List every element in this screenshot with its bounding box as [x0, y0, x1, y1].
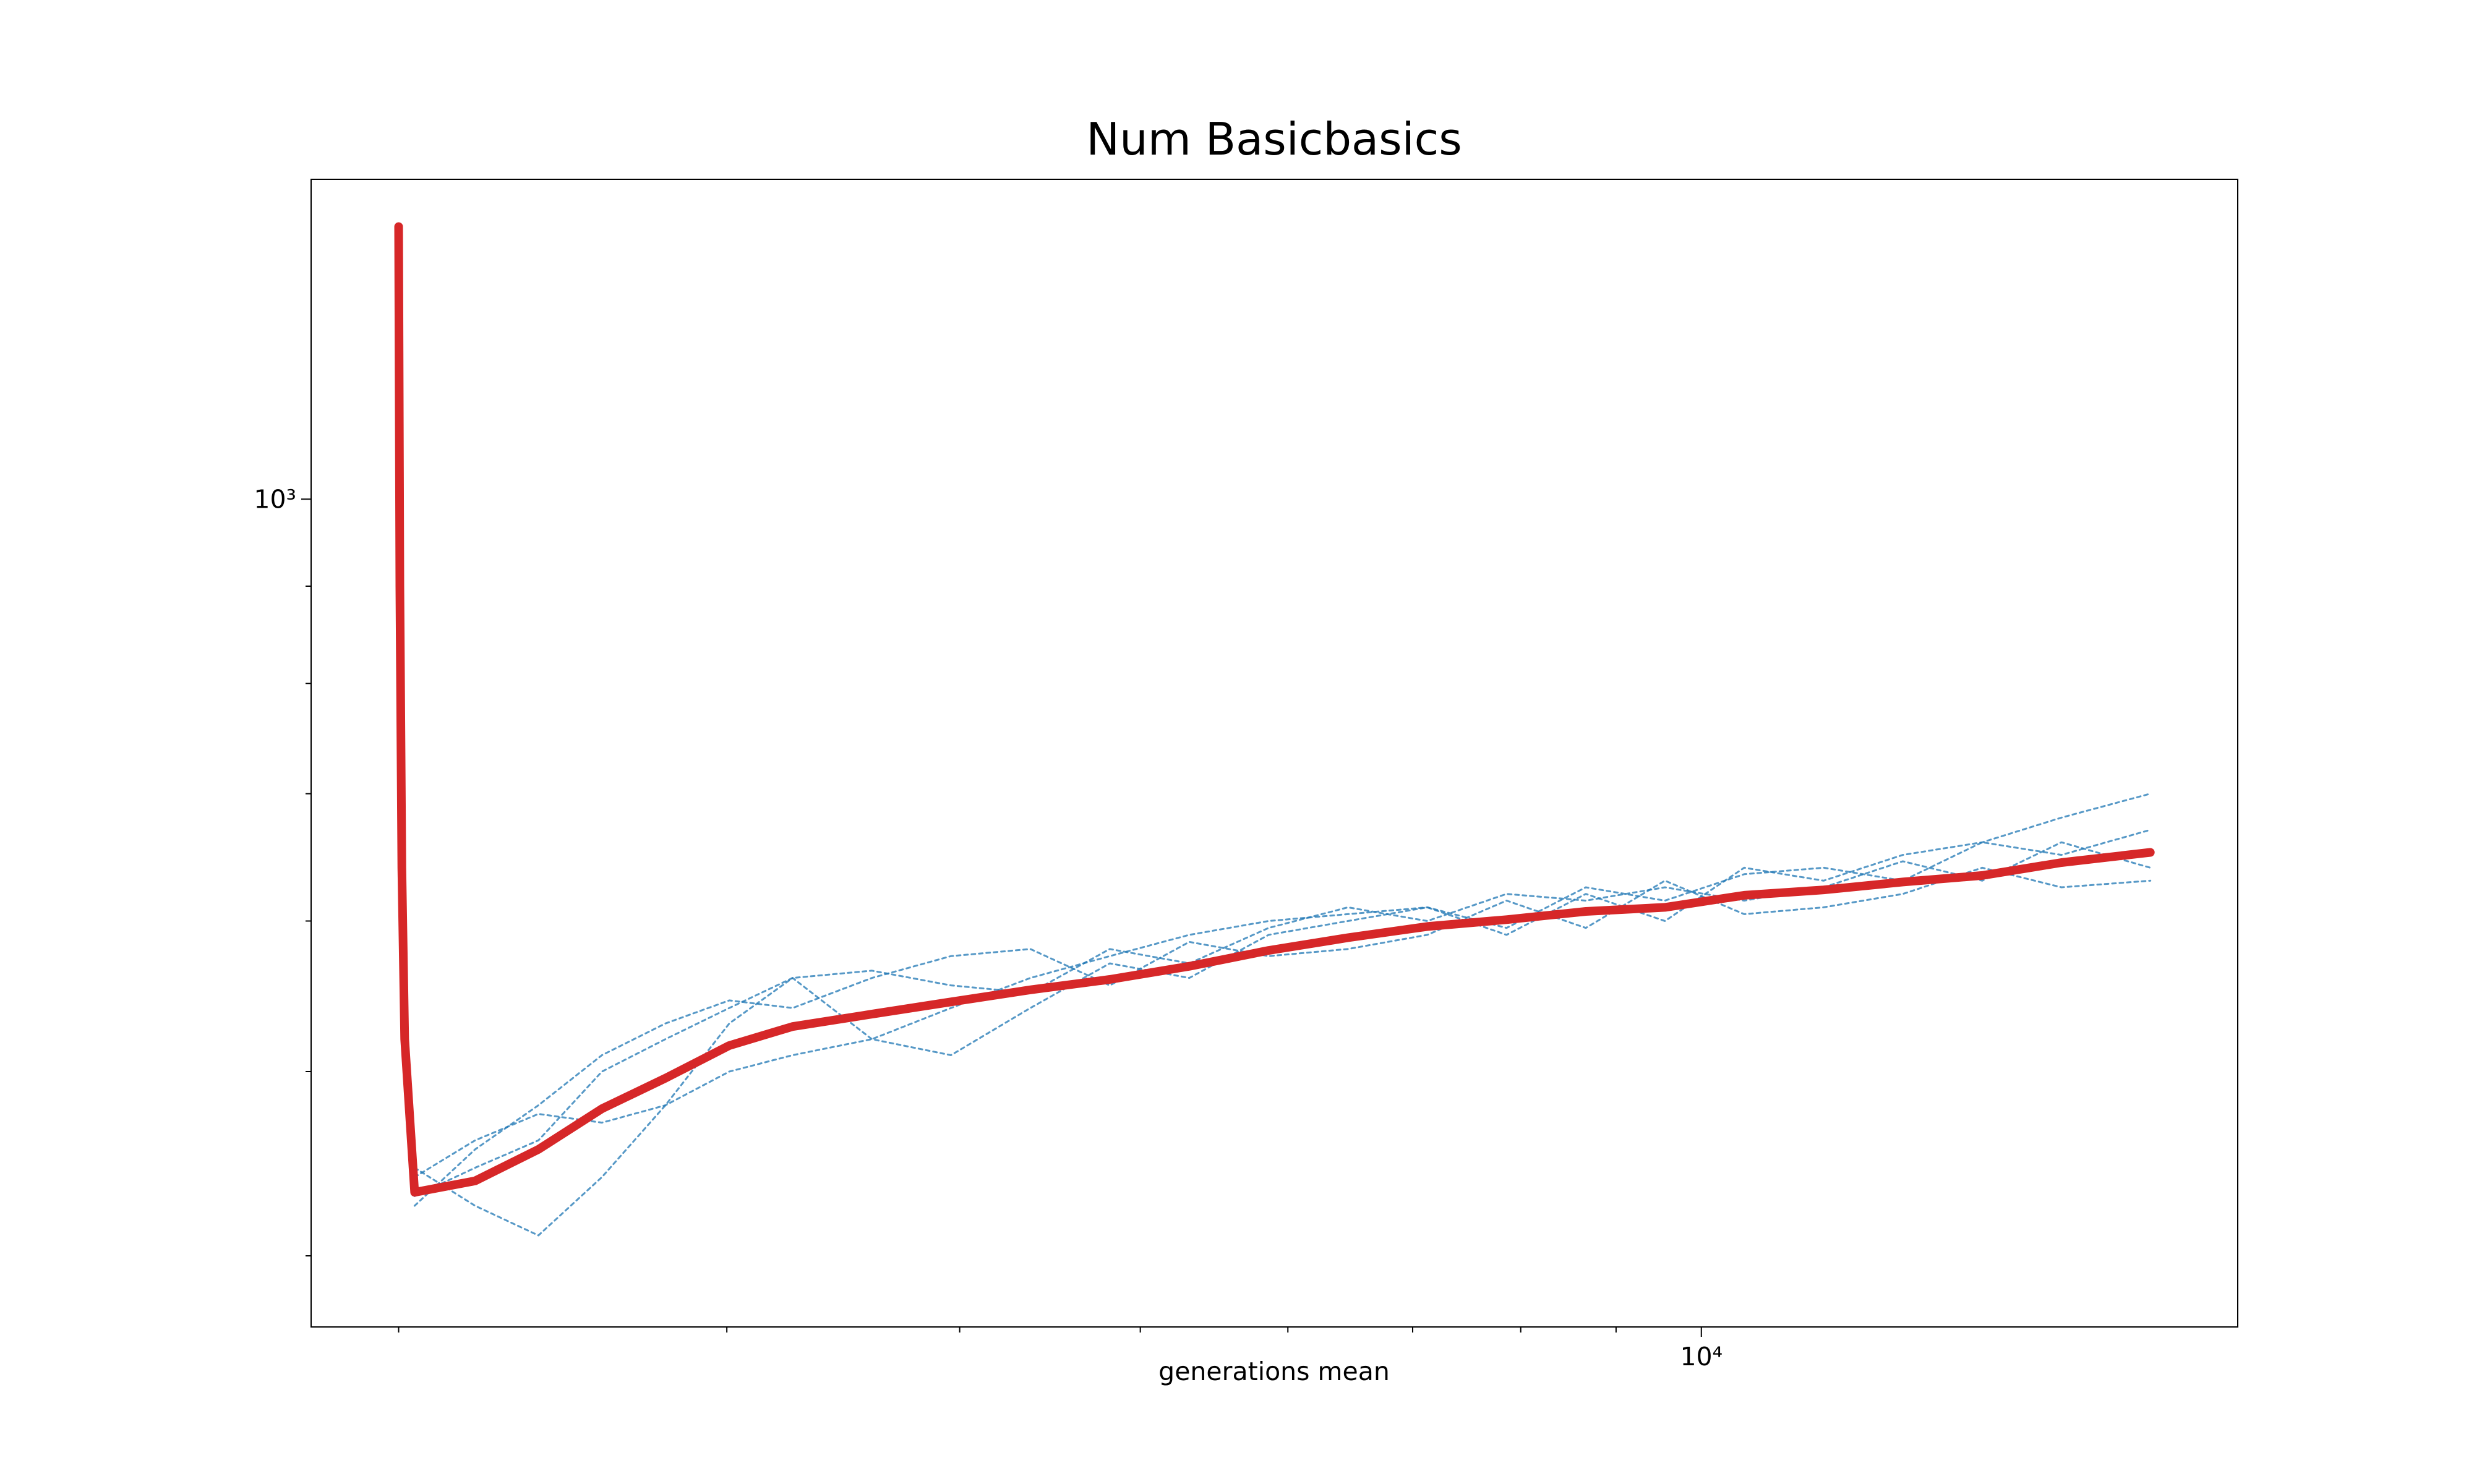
mean-line	[394, 222, 2155, 1197]
x-tick-label: 10⁴	[1680, 1342, 1723, 1371]
run-line	[413, 829, 2152, 1179]
plot-frame	[310, 179, 2238, 1328]
y-tick-label: 10³	[254, 484, 296, 514]
run-line	[413, 866, 2152, 1207]
x-axis-label: generations mean	[1158, 1357, 1390, 1386]
chart-title: Num Basicbasics	[1086, 113, 1462, 165]
run-line	[413, 841, 2152, 1197]
